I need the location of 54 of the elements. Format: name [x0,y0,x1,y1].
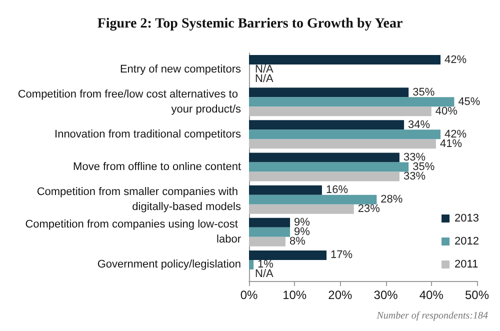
data-label: 42% [444,128,467,140]
bar [249,172,400,182]
data-label: 40% [435,105,458,118]
x-tick-label: 40% [419,288,444,302]
text: N/A [255,63,274,76]
bar [249,55,441,65]
bar [249,130,441,140]
bar [249,250,327,260]
y-tick-label: Government policy/legislation [97,258,241,271]
bar [249,185,322,195]
bar [249,236,286,246]
x-tick-label: 50% [464,288,490,302]
legend-label: 2011 [454,258,478,270]
data-label: 41% [440,138,462,150]
data-label: 45% [458,96,480,108]
bar [249,106,432,116]
x-tick-label: 20% [328,288,353,302]
bar [249,120,404,130]
data-label: 16% [326,184,348,196]
data-label: 28% [380,194,403,206]
x-tick-label: 30% [374,288,398,302]
data-label: 23% [358,203,380,216]
bar [249,97,454,107]
y-tick-label: Competition from companies using low-cost labor [25,218,242,246]
y-tick-label: Competition from smaller companies with digitally-based models [36,186,242,214]
text: Number of respondents:184 [376,310,488,322]
data-label: 42% [444,54,467,66]
y-tick-label: Innovation from traditional competitors [54,128,242,140]
legend-label: 2013 [454,212,480,224]
data-label: 33% [403,152,426,164]
data-label: 17% [330,249,353,262]
data-label: 35% [412,161,435,173]
x-tick-label: 10% [282,288,307,302]
y-tick-label: Move from offline to online content [73,161,241,173]
y-tick-label: Entry of new competitors [120,63,242,76]
y-tick-label: Competition from free/low cost alternatives to your product/s [18,88,242,116]
bar [249,260,254,270]
text: N/A [255,72,274,85]
bar [249,152,400,162]
data-label: 33% [403,170,426,182]
bar [249,194,377,204]
chart-title: Figure 2: Top Systemic Barriers to Growth by Year [97,16,403,32]
legend-label: 2012 [454,236,480,248]
bar [249,218,290,228]
data-label: 35% [412,86,435,98]
bar [249,139,436,149]
bar [249,204,354,214]
bar [249,88,409,98]
x-tick-label: 0% [240,288,258,302]
data-label: 8% [289,236,306,248]
bar [249,227,290,237]
text: N/A [255,268,274,280]
data-label: 34% [408,118,430,131]
bar [249,162,409,172]
